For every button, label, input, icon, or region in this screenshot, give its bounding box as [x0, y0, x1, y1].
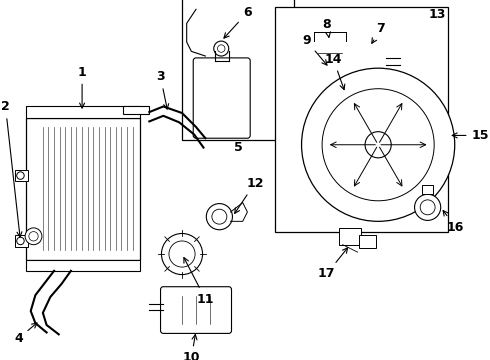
Text: 16: 16 [443, 211, 465, 234]
Bar [182, 0, 294, 140]
Circle shape [218, 45, 225, 52]
Text: 12: 12 [235, 177, 264, 213]
Text: 15: 15 [452, 129, 489, 142]
Bar [15, 235, 28, 247]
Text: 9: 9 [302, 34, 327, 65]
Text: 13: 13 [428, 8, 446, 22]
Circle shape [206, 204, 232, 230]
Circle shape [415, 194, 441, 220]
Circle shape [214, 41, 229, 56]
Circle shape [162, 234, 202, 275]
Text: 5: 5 [234, 141, 243, 154]
Bar [15, 170, 28, 181]
Bar [26, 107, 140, 118]
Circle shape [17, 237, 24, 245]
Circle shape [420, 200, 435, 215]
Bar [360, 235, 376, 248]
Circle shape [17, 172, 24, 179]
Circle shape [365, 132, 391, 158]
Text: 14: 14 [324, 53, 345, 90]
FancyBboxPatch shape [349, 43, 390, 80]
FancyBboxPatch shape [193, 58, 250, 138]
Bar [339, 228, 361, 245]
Circle shape [322, 89, 434, 201]
Circle shape [169, 241, 195, 267]
Circle shape [320, 75, 339, 93]
Text: 2: 2 [1, 100, 22, 237]
Text: 7: 7 [372, 22, 385, 43]
Text: 3: 3 [156, 70, 169, 109]
FancyBboxPatch shape [161, 287, 231, 333]
Text: 6: 6 [224, 6, 252, 38]
Bar [123, 107, 149, 114]
Text: 8: 8 [322, 18, 331, 37]
Text: 17: 17 [318, 248, 347, 280]
Circle shape [212, 209, 227, 224]
Bar [314, 41, 346, 64]
Text: 4: 4 [14, 323, 37, 345]
Bar [26, 260, 140, 271]
Bar [422, 185, 433, 194]
Circle shape [25, 228, 42, 245]
Text: 1: 1 [78, 66, 86, 108]
Circle shape [314, 68, 345, 100]
Bar [275, 8, 448, 231]
Text: 11: 11 [184, 258, 214, 306]
Text: 10: 10 [183, 334, 200, 360]
Circle shape [29, 231, 38, 241]
Circle shape [301, 68, 455, 221]
Bar [26, 118, 140, 260]
